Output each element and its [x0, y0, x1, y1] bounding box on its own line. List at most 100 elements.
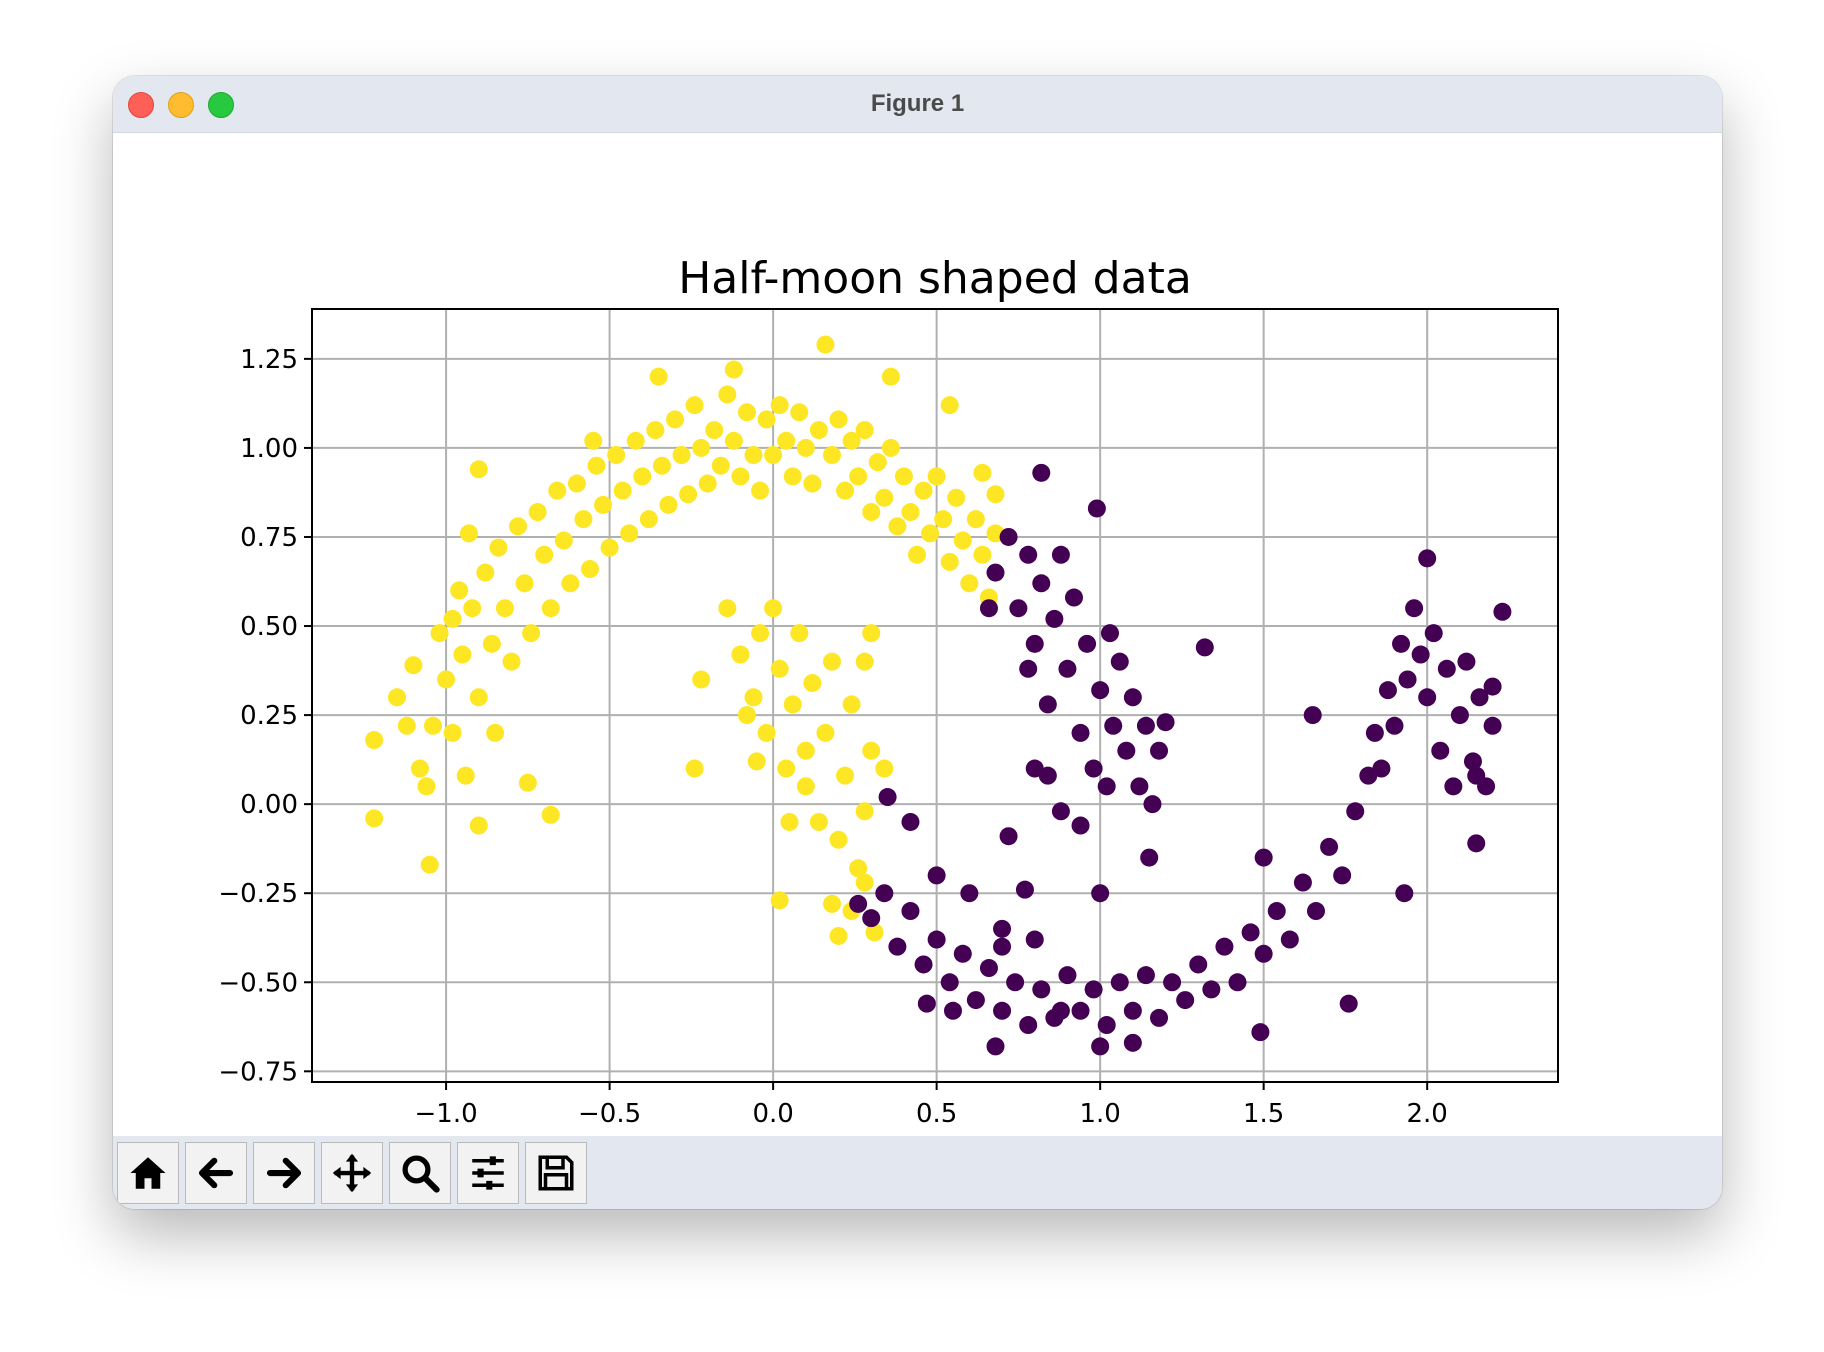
forward-button[interactable] — [253, 1142, 315, 1204]
data-point — [672, 446, 691, 465]
data-point — [1100, 624, 1119, 643]
data-point — [1051, 545, 1070, 564]
data-point — [731, 467, 750, 486]
data-point — [594, 495, 613, 514]
data-point — [1437, 659, 1456, 678]
data-point — [836, 481, 855, 500]
configure-subplots-button[interactable] — [457, 1142, 519, 1204]
data-point — [1280, 930, 1299, 949]
data-point — [1215, 937, 1234, 956]
data-point — [1084, 759, 1103, 778]
data-point — [1110, 652, 1129, 671]
close-window-button[interactable] — [128, 92, 154, 118]
data-point — [1117, 741, 1136, 760]
data-point — [489, 538, 508, 557]
data-point — [397, 716, 416, 735]
data-point — [927, 866, 946, 885]
data-point — [875, 884, 894, 903]
data-point — [940, 396, 959, 415]
data-point — [1032, 980, 1051, 999]
data-point — [878, 788, 897, 807]
y-tick-label: 0.75 — [240, 523, 298, 553]
data-point — [855, 873, 874, 892]
data-point — [535, 545, 554, 564]
data-point — [1091, 681, 1110, 700]
minimize-window-button[interactable] — [168, 92, 194, 118]
data-point — [365, 731, 384, 750]
data-point — [1015, 880, 1034, 899]
data-point — [567, 474, 586, 493]
data-point — [1009, 599, 1028, 618]
data-point — [424, 716, 443, 735]
data-point — [679, 485, 698, 504]
zoom-button[interactable] — [389, 1142, 451, 1204]
data-point — [1064, 588, 1083, 607]
data-point — [388, 688, 407, 707]
data-point — [1411, 645, 1430, 664]
data-point — [580, 560, 599, 579]
data-point — [855, 802, 874, 821]
data-point — [849, 894, 868, 913]
data-point — [600, 538, 619, 557]
data-point — [685, 396, 704, 415]
maximize-window-button[interactable] — [208, 92, 234, 118]
data-point — [541, 805, 560, 824]
data-point — [809, 421, 828, 440]
data-point — [875, 488, 894, 507]
arrow-left-icon — [198, 1157, 234, 1189]
data-point — [1087, 499, 1106, 518]
data-point — [1097, 1016, 1116, 1035]
data-point — [822, 652, 841, 671]
data-point — [450, 581, 469, 600]
x-tick-label: 1.0 — [1079, 1099, 1120, 1129]
back-button[interactable] — [185, 1142, 247, 1204]
data-point — [934, 510, 953, 529]
figure-canvas[interactable]: Half-moon shaped data −1.0 −0.5 0.0 0.5 1.0 1.… — [113, 133, 1722, 1143]
data-point — [724, 360, 743, 379]
data-point — [1483, 716, 1502, 735]
y-tick-label: −0.25 — [218, 879, 298, 909]
data-point — [986, 485, 1005, 504]
chart-title: Half-moon shaped data — [678, 253, 1192, 304]
data-point — [646, 421, 665, 440]
data-point — [796, 777, 815, 796]
data-point — [463, 599, 482, 618]
data-point — [803, 474, 822, 493]
data-point — [986, 563, 1005, 582]
data-point — [999, 527, 1018, 546]
data-point — [666, 410, 685, 429]
data-point — [783, 467, 802, 486]
data-point — [718, 599, 737, 618]
data-point — [1467, 834, 1486, 853]
data-point — [1006, 973, 1025, 992]
data-point — [1444, 777, 1463, 796]
data-point — [1431, 741, 1450, 760]
pan-button[interactable] — [321, 1142, 383, 1204]
data-point — [649, 367, 668, 386]
data-point — [751, 481, 770, 500]
data-point — [770, 891, 789, 910]
data-point — [1019, 1016, 1038, 1035]
data-point — [469, 688, 488, 707]
title-bar: Figure 1 — [113, 76, 1722, 133]
data-point — [711, 456, 730, 475]
data-point — [1418, 688, 1437, 707]
home-button[interactable] — [117, 1142, 179, 1204]
data-point — [607, 446, 626, 465]
data-point — [705, 421, 724, 440]
data-point — [1251, 1023, 1270, 1042]
data-point — [1306, 902, 1325, 921]
data-point — [881, 367, 900, 386]
data-point — [1019, 545, 1038, 564]
data-point — [456, 766, 475, 785]
data-point — [1058, 659, 1077, 678]
data-point — [816, 335, 835, 354]
save-button[interactable] — [525, 1142, 587, 1204]
data-point — [757, 410, 776, 429]
data-point — [1136, 716, 1155, 735]
data-point — [862, 909, 881, 928]
y-tick-label: −0.50 — [218, 968, 298, 998]
data-point — [1483, 677, 1502, 696]
data-point — [1032, 574, 1051, 593]
data-point — [698, 474, 717, 493]
